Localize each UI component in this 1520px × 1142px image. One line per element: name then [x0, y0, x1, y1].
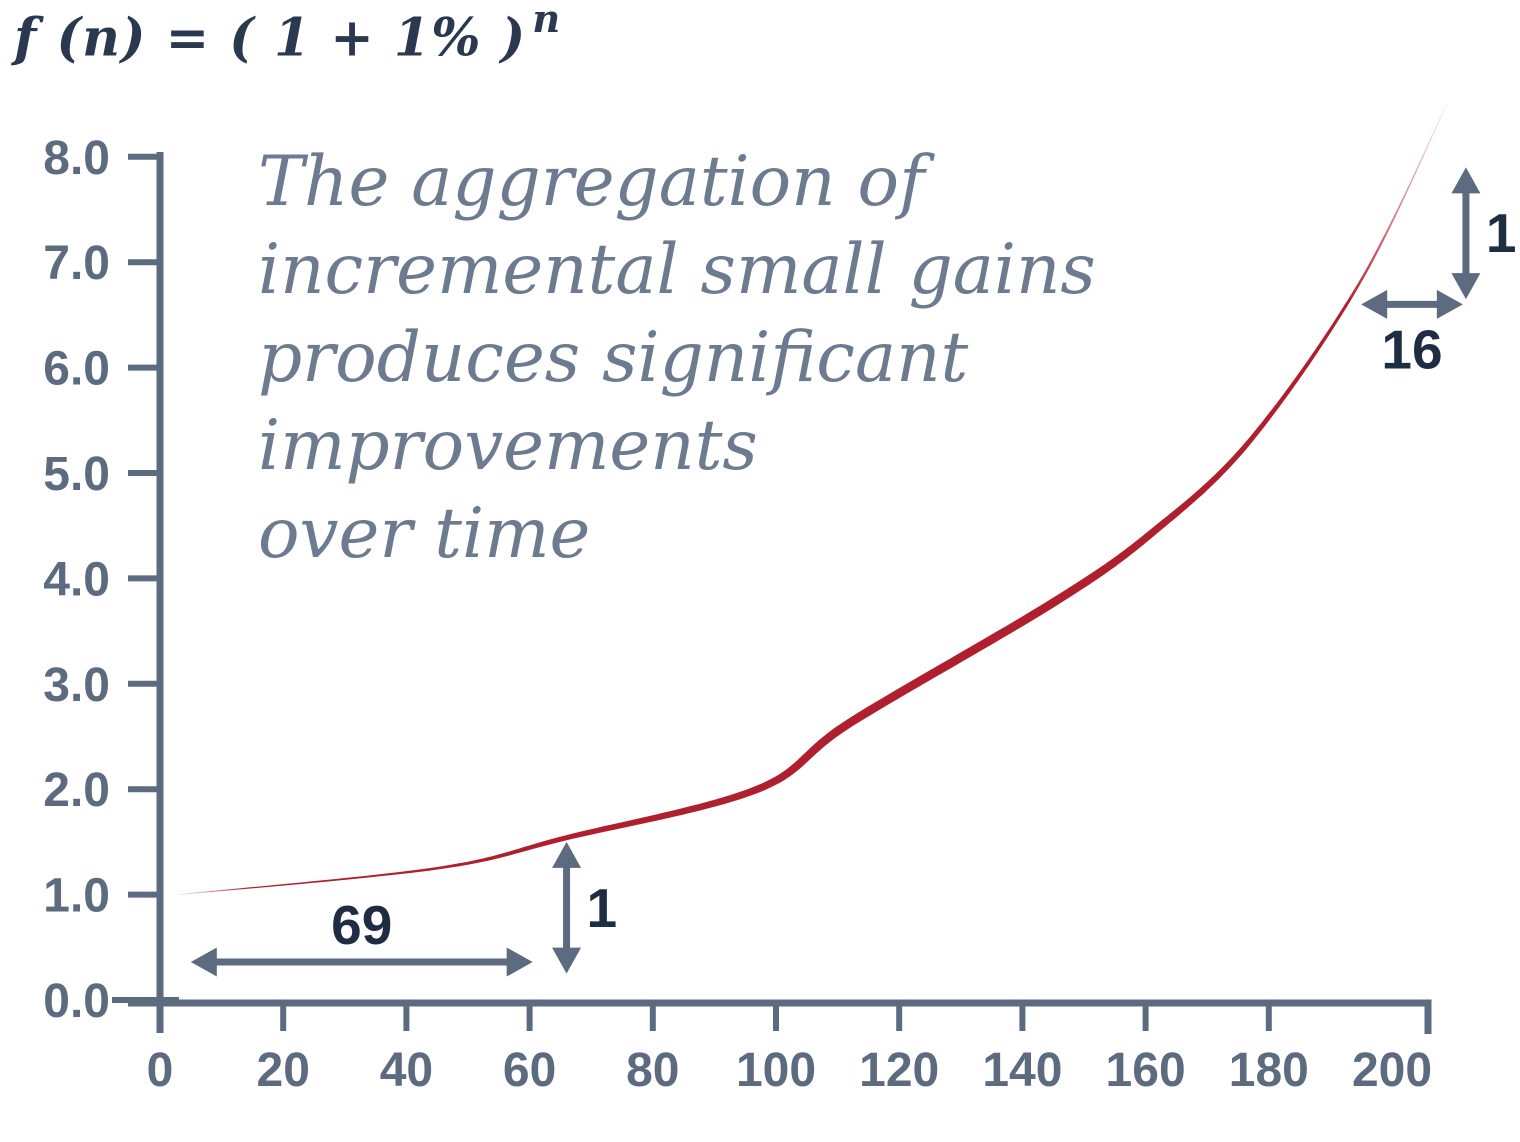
callout-label-16: 16 — [1381, 318, 1442, 380]
formula-base: f (n) = ( 1 + 1% ) — [14, 7, 527, 69]
x-tick-label: 120 — [859, 1044, 939, 1097]
callout-label-69: 69 — [331, 894, 392, 956]
callout-label-1: 1 — [587, 877, 618, 939]
annotation-text: The aggregation of incremental small gai… — [258, 138, 1096, 578]
callout-label-1: 1 — [1486, 202, 1517, 264]
y-tick-label: 8.0 — [43, 132, 110, 185]
annotation-line: The aggregation of — [258, 142, 925, 222]
arrowhead-icon — [552, 947, 582, 974]
x-tick-label: 40 — [380, 1044, 433, 1097]
x-tick-label: 180 — [1229, 1044, 1309, 1097]
arrowhead-icon — [190, 947, 217, 977]
y-tick-label: 0.0 — [43, 975, 110, 1028]
arrowhead-icon — [1436, 289, 1463, 319]
formula-title: f (n) = ( 1 + 1% ) n — [14, 0, 562, 69]
formula-exponent: n — [532, 0, 562, 43]
callout-arrow-69: 69 — [190, 894, 533, 977]
y-tick-label: 7.0 — [43, 237, 110, 290]
x-tick-label: 200 — [1352, 1044, 1432, 1097]
y-tick-label: 6.0 — [43, 343, 110, 396]
x-tick-label: 140 — [982, 1044, 1062, 1097]
y-tick-label: 3.0 — [43, 659, 110, 712]
arrowhead-icon — [1451, 167, 1481, 194]
x-tick-label: 160 — [1106, 1044, 1186, 1097]
y-tick-label: 5.0 — [43, 448, 110, 501]
x-axis — [128, 999, 1432, 1034]
arrowhead-icon — [1451, 273, 1481, 300]
callout-arrow-1: 1 — [1451, 167, 1517, 300]
x-tick-label: 20 — [257, 1044, 310, 1097]
annotation-line: incremental small gains — [258, 230, 1096, 310]
x-tick-label: 60 — [503, 1044, 556, 1097]
annotation-line: improvements — [258, 406, 758, 486]
arrowhead-icon — [552, 841, 582, 868]
arrowhead-icon — [1361, 289, 1388, 319]
annotation-line: over time — [258, 494, 591, 574]
y-tick-label: 4.0 — [43, 553, 110, 606]
callout-arrow-1: 1 — [552, 841, 618, 974]
growth-curve — [178, 102, 1448, 895]
annotation-line: produces significant — [258, 318, 969, 398]
arrowhead-icon — [506, 947, 533, 977]
y-tick-label: 2.0 — [43, 764, 110, 817]
x-tick-label: 0 — [147, 1044, 174, 1097]
callout-arrow-16: 16 — [1361, 289, 1463, 380]
y-tick-label: 1.0 — [43, 870, 110, 923]
x-tick-label: 100 — [736, 1044, 816, 1097]
x-tick-label: 80 — [626, 1044, 679, 1097]
